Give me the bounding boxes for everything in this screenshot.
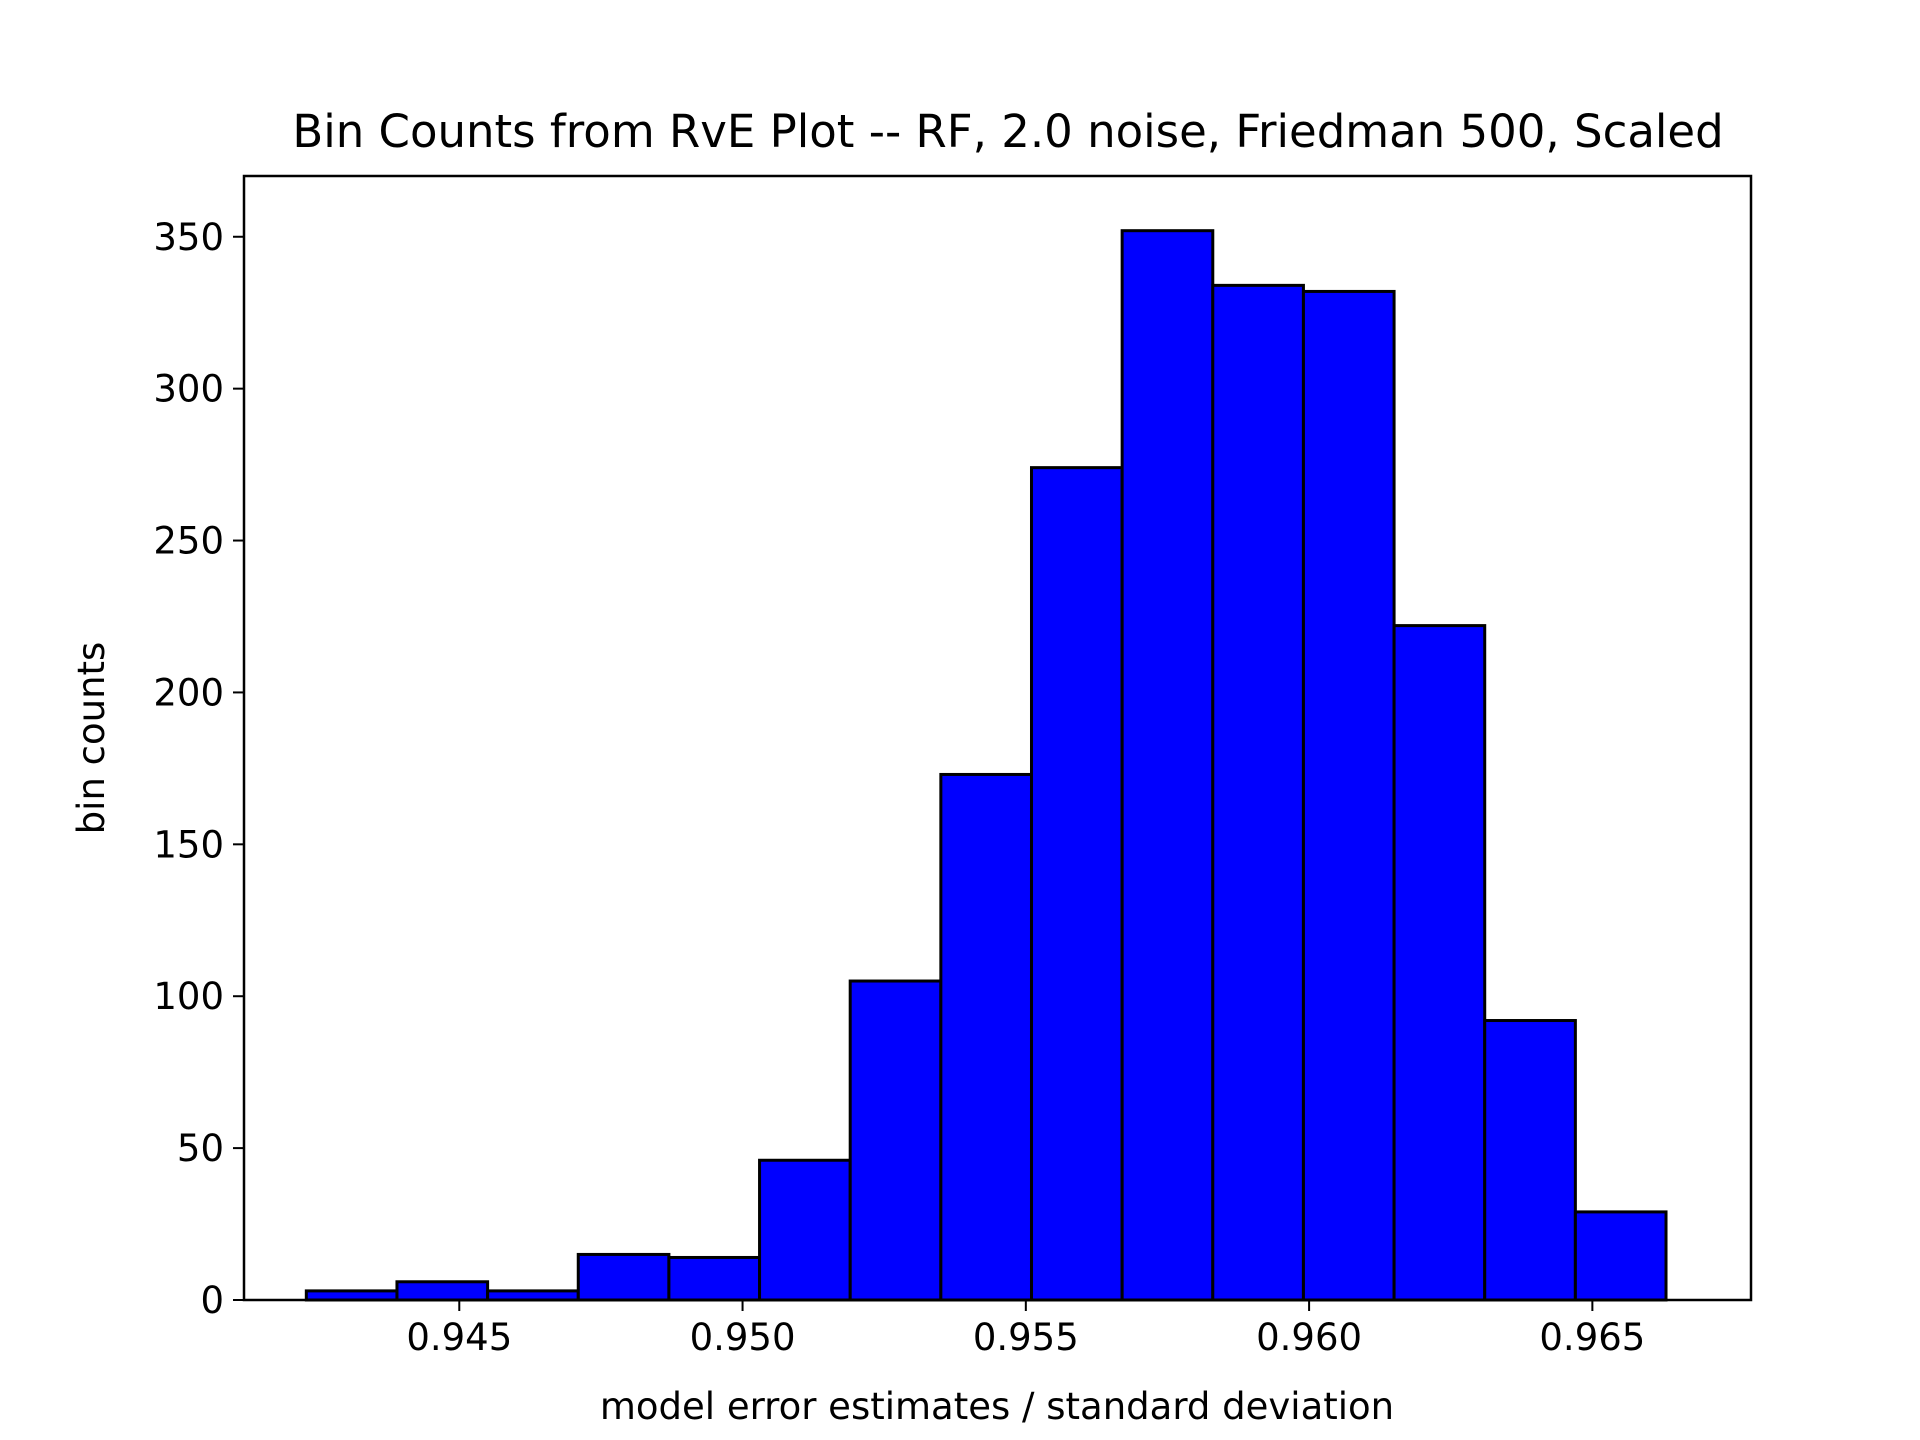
histogram-bar — [667, 1255, 762, 1302]
histogram-bar — [1301, 289, 1396, 1302]
histogram-bar — [939, 772, 1033, 1302]
y-tick-label: 250 — [153, 520, 224, 563]
histogram-bar — [1029, 466, 1124, 1302]
x-axis: 0.945 0.950 0.955 0.960 0.965 — [406, 1300, 1645, 1359]
chart-title: Bin Counts from RvE Plot -- RF, 2.0 nois… — [292, 105, 1723, 158]
x-tick-label: 0.950 — [690, 1316, 796, 1359]
y-tick-label: 100 — [153, 975, 224, 1018]
y-tick-label: 350 — [153, 216, 224, 259]
histogram-bar — [758, 1158, 852, 1302]
x-tick-label: 0.955 — [973, 1316, 1079, 1359]
histogram-bar — [1211, 283, 1305, 1302]
y-tick-label: 300 — [153, 368, 224, 411]
histogram-bar — [304, 1289, 399, 1302]
x-axis-label: model error estimates / standard deviati… — [600, 1385, 1394, 1428]
y-tick-label: 0 — [200, 1279, 224, 1322]
y-tick-label: 50 — [177, 1127, 224, 1170]
y-tick-label: 150 — [153, 823, 224, 866]
y-axis: 0 50 100 150 200 250 300 350 — [153, 216, 244, 1322]
x-tick-label: 0.960 — [1256, 1316, 1362, 1359]
histogram-bar — [1120, 229, 1215, 1302]
histogram-bar — [395, 1280, 490, 1302]
histogram-bar — [1573, 1210, 1668, 1302]
y-tick-label: 200 — [153, 671, 224, 714]
plot-frame — [242, 174, 1753, 1302]
histogram-bar — [486, 1289, 580, 1302]
histogram-bar — [848, 979, 943, 1302]
histogram-bar — [1483, 1019, 1577, 1302]
x-tick-label: 0.965 — [1539, 1316, 1645, 1359]
y-axis-label: bin counts — [70, 642, 113, 835]
x-tick-label: 0.945 — [406, 1316, 512, 1359]
histogram-bar — [1392, 624, 1487, 1302]
bars-group — [304, 229, 1668, 1302]
histogram-bar — [576, 1252, 671, 1302]
